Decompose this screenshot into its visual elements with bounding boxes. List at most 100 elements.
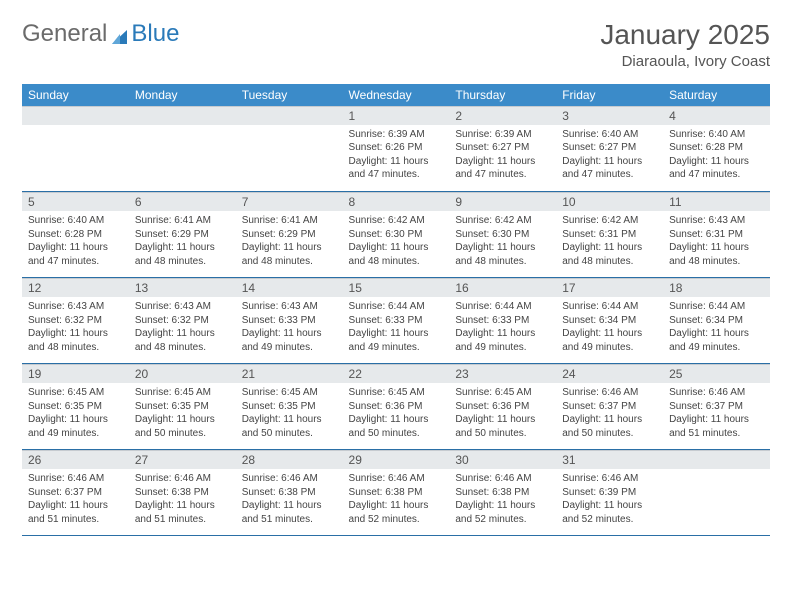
sunrise-text: Sunrise: 6:42 AM [455, 214, 550, 228]
daylight-text: and 51 minutes. [242, 513, 337, 527]
weekday-header: Saturday [663, 84, 770, 106]
day-body: Sunrise: 6:45 AMSunset: 6:36 PMDaylight:… [449, 383, 556, 444]
daylight-text: Daylight: 11 hours [669, 413, 764, 427]
daylight-text: Daylight: 11 hours [669, 241, 764, 255]
sunrise-text: Sunrise: 6:45 AM [135, 386, 230, 400]
sunrise-text: Sunrise: 6:46 AM [242, 472, 337, 486]
calendar-body: 1Sunrise: 6:39 AMSunset: 6:26 PMDaylight… [22, 106, 770, 536]
day-number: 17 [556, 278, 663, 297]
calendar-cell: 26Sunrise: 6:46 AMSunset: 6:37 PMDayligh… [22, 450, 129, 536]
day-number: 14 [236, 278, 343, 297]
day-number: 9 [449, 192, 556, 211]
day-number: 20 [129, 364, 236, 383]
sunset-text: Sunset: 6:39 PM [562, 486, 657, 500]
day-body-empty [663, 469, 770, 476]
daylight-text: and 49 minutes. [242, 341, 337, 355]
calendar-cell: 4Sunrise: 6:40 AMSunset: 6:28 PMDaylight… [663, 106, 770, 192]
sunrise-text: Sunrise: 6:46 AM [28, 472, 123, 486]
day-body: Sunrise: 6:46 AMSunset: 6:38 PMDaylight:… [129, 469, 236, 530]
sunrise-text: Sunrise: 6:44 AM [349, 300, 444, 314]
month-title: January 2025 [600, 20, 770, 51]
day-number: 8 [343, 192, 450, 211]
calendar-cell: 14Sunrise: 6:43 AMSunset: 6:33 PMDayligh… [236, 278, 343, 364]
calendar-cell: 29Sunrise: 6:46 AMSunset: 6:38 PMDayligh… [343, 450, 450, 536]
day-body: Sunrise: 6:39 AMSunset: 6:26 PMDaylight:… [343, 125, 450, 186]
sunset-text: Sunset: 6:33 PM [242, 314, 337, 328]
sunset-text: Sunset: 6:33 PM [349, 314, 444, 328]
daylight-text: Daylight: 11 hours [242, 413, 337, 427]
sunset-text: Sunset: 6:31 PM [562, 228, 657, 242]
day-body: Sunrise: 6:41 AMSunset: 6:29 PMDaylight:… [236, 211, 343, 272]
daylight-text: and 50 minutes. [349, 427, 444, 441]
sunset-text: Sunset: 6:38 PM [455, 486, 550, 500]
sunset-text: Sunset: 6:37 PM [562, 400, 657, 414]
daylight-text: and 48 minutes. [135, 341, 230, 355]
calendar-cell: 24Sunrise: 6:46 AMSunset: 6:37 PMDayligh… [556, 364, 663, 450]
calendar-cell: 3Sunrise: 6:40 AMSunset: 6:27 PMDaylight… [556, 106, 663, 192]
daylight-text: and 48 minutes. [242, 255, 337, 269]
calendar-row: 5Sunrise: 6:40 AMSunset: 6:28 PMDaylight… [22, 192, 770, 278]
sunrise-text: Sunrise: 6:39 AM [455, 128, 550, 142]
day-number: 31 [556, 450, 663, 469]
sunrise-text: Sunrise: 6:46 AM [455, 472, 550, 486]
daylight-text: Daylight: 11 hours [349, 327, 444, 341]
calendar-table: Sunday Monday Tuesday Wednesday Thursday… [22, 84, 770, 537]
daylight-text: Daylight: 11 hours [349, 413, 444, 427]
daylight-text: Daylight: 11 hours [562, 499, 657, 513]
sunset-text: Sunset: 6:34 PM [562, 314, 657, 328]
sunrise-text: Sunrise: 6:40 AM [28, 214, 123, 228]
day-body: Sunrise: 6:45 AMSunset: 6:36 PMDaylight:… [343, 383, 450, 444]
day-number: 25 [663, 364, 770, 383]
daylight-text: Daylight: 11 hours [242, 241, 337, 255]
sunrise-text: Sunrise: 6:39 AM [349, 128, 444, 142]
daylight-text: Daylight: 11 hours [135, 327, 230, 341]
sunrise-text: Sunrise: 6:44 AM [455, 300, 550, 314]
day-number: 12 [22, 278, 129, 297]
daylight-text: and 47 minutes. [349, 168, 444, 182]
day-number: 30 [449, 450, 556, 469]
day-number: 6 [129, 192, 236, 211]
calendar-cell: 11Sunrise: 6:43 AMSunset: 6:31 PMDayligh… [663, 192, 770, 278]
calendar-cell: 30Sunrise: 6:46 AMSunset: 6:38 PMDayligh… [449, 450, 556, 536]
daylight-text: and 51 minutes. [669, 427, 764, 441]
weekday-header: Friday [556, 84, 663, 106]
sunrise-text: Sunrise: 6:45 AM [349, 386, 444, 400]
day-body: Sunrise: 6:44 AMSunset: 6:33 PMDaylight:… [449, 297, 556, 358]
sunset-text: Sunset: 6:29 PM [135, 228, 230, 242]
daylight-text: Daylight: 11 hours [349, 241, 444, 255]
sunrise-text: Sunrise: 6:41 AM [242, 214, 337, 228]
sunrise-text: Sunrise: 6:43 AM [242, 300, 337, 314]
daylight-text: Daylight: 11 hours [455, 155, 550, 169]
sunset-text: Sunset: 6:38 PM [135, 486, 230, 500]
calendar-cell-empty [663, 450, 770, 536]
sunset-text: Sunset: 6:35 PM [28, 400, 123, 414]
daylight-text: Daylight: 11 hours [135, 241, 230, 255]
logo-text-blue: Blue [131, 20, 179, 48]
day-body: Sunrise: 6:39 AMSunset: 6:27 PMDaylight:… [449, 125, 556, 186]
calendar-cell: 2Sunrise: 6:39 AMSunset: 6:27 PMDaylight… [449, 106, 556, 192]
daylight-text: and 51 minutes. [28, 513, 123, 527]
calendar-cell: 8Sunrise: 6:42 AMSunset: 6:30 PMDaylight… [343, 192, 450, 278]
sunset-text: Sunset: 6:29 PM [242, 228, 337, 242]
calendar-cell: 28Sunrise: 6:46 AMSunset: 6:38 PMDayligh… [236, 450, 343, 536]
daylight-text: and 52 minutes. [562, 513, 657, 527]
daylight-text: and 49 minutes. [28, 427, 123, 441]
sunrise-text: Sunrise: 6:45 AM [28, 386, 123, 400]
day-body: Sunrise: 6:46 AMSunset: 6:38 PMDaylight:… [343, 469, 450, 530]
calendar-row: 12Sunrise: 6:43 AMSunset: 6:32 PMDayligh… [22, 278, 770, 364]
day-number-empty [236, 106, 343, 125]
sunrise-text: Sunrise: 6:46 AM [135, 472, 230, 486]
calendar-cell: 9Sunrise: 6:42 AMSunset: 6:30 PMDaylight… [449, 192, 556, 278]
day-number: 16 [449, 278, 556, 297]
daylight-text: and 50 minutes. [242, 427, 337, 441]
calendar-cell: 6Sunrise: 6:41 AMSunset: 6:29 PMDaylight… [129, 192, 236, 278]
day-body: Sunrise: 6:41 AMSunset: 6:29 PMDaylight:… [129, 211, 236, 272]
day-number: 10 [556, 192, 663, 211]
daylight-text: and 52 minutes. [455, 513, 550, 527]
sunrise-text: Sunrise: 6:45 AM [242, 386, 337, 400]
day-body: Sunrise: 6:46 AMSunset: 6:38 PMDaylight:… [449, 469, 556, 530]
sunrise-text: Sunrise: 6:43 AM [135, 300, 230, 314]
sunset-text: Sunset: 6:36 PM [349, 400, 444, 414]
weekday-header: Sunday [22, 84, 129, 106]
sunset-text: Sunset: 6:34 PM [669, 314, 764, 328]
